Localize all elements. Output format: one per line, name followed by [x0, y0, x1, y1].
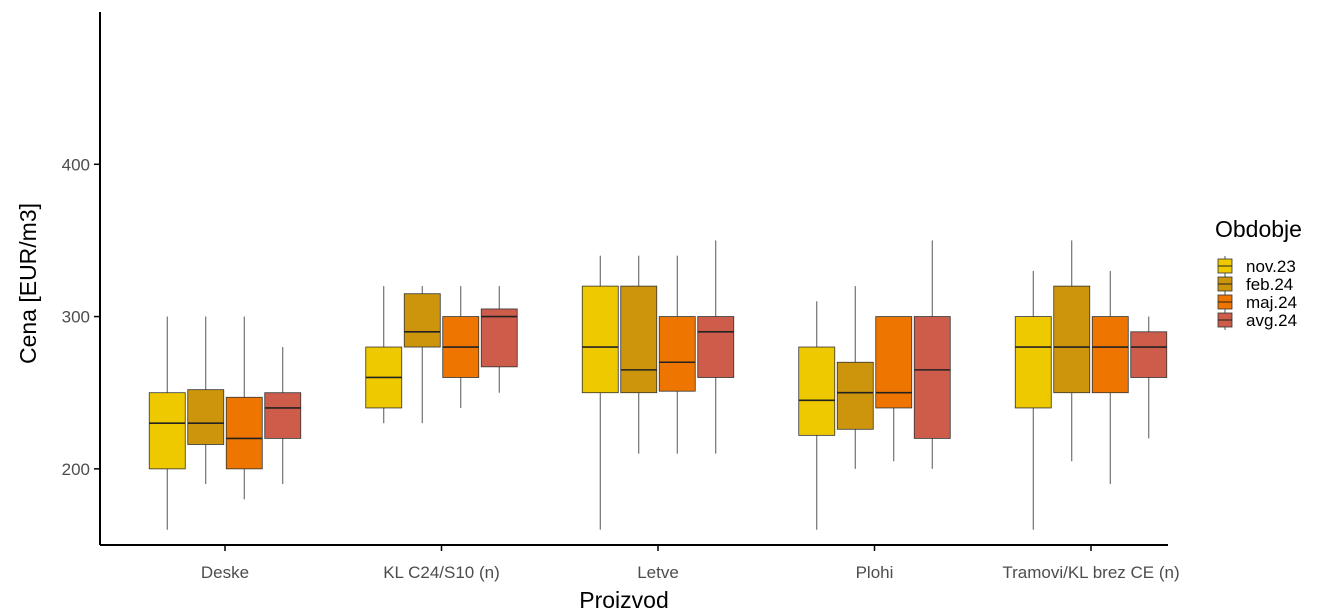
- box-nov.23-2: [581, 255, 619, 530]
- y-tick-label: 300: [62, 308, 90, 327]
- box-body: [1014, 316, 1052, 409]
- y-axis-title: Cena [EUR/m3]: [15, 203, 41, 364]
- box-avg.24-2: [697, 240, 735, 454]
- box-body: [836, 361, 874, 430]
- box-avg.24-0: [264, 347, 302, 485]
- x-axis-title: Proizvod: [579, 587, 668, 612]
- box-body: [264, 392, 302, 439]
- x-tick-label: Tramovi/KL brez CE (n): [1002, 563, 1179, 582]
- box-maj.24-3: [875, 316, 913, 462]
- x-tick-label: KL C24/S10 (n): [383, 563, 500, 582]
- box-body: [697, 316, 735, 378]
- legend-label: maj.24: [1246, 293, 1297, 312]
- box-body: [875, 316, 913, 409]
- box-maj.24-0: [225, 316, 263, 500]
- box-feb.24-3: [836, 286, 874, 469]
- box-body: [1130, 331, 1168, 378]
- box-body: [1053, 285, 1091, 394]
- legend-item-feb.24: feb.24: [1217, 274, 1293, 294]
- box-body: [403, 293, 441, 348]
- box-feb.24-4: [1053, 240, 1091, 462]
- box-body: [798, 346, 836, 436]
- box-body: [1091, 316, 1129, 394]
- box-body: [620, 285, 658, 394]
- box-body: [480, 308, 518, 368]
- box-nov.23-4: [1014, 270, 1052, 530]
- legend-label: nov.23: [1246, 257, 1296, 276]
- x-tick-label: Deske: [201, 563, 249, 582]
- y-tick-label: 200: [62, 460, 90, 479]
- box-avg.24-3: [913, 240, 951, 469]
- box-maj.24-1: [442, 286, 480, 408]
- box-body: [913, 316, 951, 439]
- box-nov.23-1: [365, 286, 403, 424]
- box-feb.24-1: [403, 286, 441, 424]
- box-maj.24-2: [658, 255, 696, 454]
- box-nov.23-3: [798, 301, 836, 530]
- legend-label: avg.24: [1246, 311, 1297, 330]
- box-body: [187, 389, 225, 445]
- box-feb.24-2: [620, 255, 658, 454]
- x-axis-ticks: Deske KL C24/S10 (n) Letve Plohi Tramovi/KL …: [201, 545, 1180, 582]
- box-body: [225, 396, 263, 470]
- plot-area: [148, 240, 1168, 530]
- legend-label: feb.24: [1246, 275, 1293, 294]
- box-body: [658, 316, 696, 392]
- legend-item-nov.23: nov.23: [1217, 256, 1296, 276]
- box-feb.24-0: [187, 316, 225, 485]
- x-tick-label: Letve: [637, 563, 679, 582]
- legend-item-avg.24: avg.24: [1217, 310, 1297, 330]
- y-axis-ticks: 200 300 400: [62, 155, 100, 479]
- box-nov.23-0: [148, 316, 186, 530]
- legend-title: Obdobje: [1215, 216, 1302, 242]
- box-body: [581, 285, 619, 394]
- legend-item-maj.24: maj.24: [1217, 292, 1297, 312]
- box-avg.24-1: [480, 286, 518, 393]
- box-body: [148, 392, 186, 470]
- y-tick-label: 400: [62, 155, 90, 174]
- box-avg.24-4: [1130, 316, 1168, 439]
- x-tick-label: Plohi: [856, 563, 894, 582]
- box-maj.24-4: [1091, 270, 1129, 485]
